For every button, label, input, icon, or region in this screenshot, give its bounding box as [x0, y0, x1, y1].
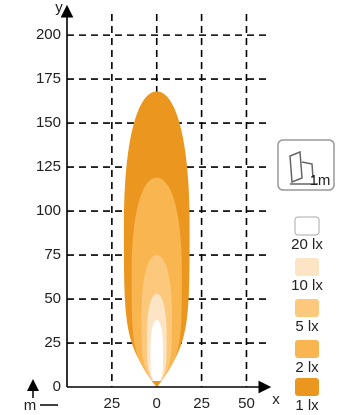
legend-label: 1 lx — [295, 397, 319, 414]
legend-swatch — [295, 378, 319, 396]
y-tick-label: 200 — [36, 26, 61, 43]
legend-label: 5 lx — [295, 318, 319, 335]
legend-label: 10 lx — [291, 277, 323, 294]
y-tick-label: 100 — [36, 202, 61, 219]
y-axis-label: y — [55, 0, 63, 16]
unit-label: m — [24, 397, 37, 414]
y-tick-label: 75 — [44, 246, 61, 263]
legend-label: 20 lx — [291, 236, 323, 253]
isolux-contour — [150, 320, 164, 387]
isolux-shapes — [123, 91, 190, 387]
icon-label: 1m — [310, 172, 331, 189]
y-tick-label: 0 — [53, 378, 61, 395]
x-tick-label: 50 — [238, 395, 255, 412]
y-tick-label: 25 — [44, 334, 61, 351]
y-tick-label: 50 — [44, 290, 61, 307]
x-tick-label: 25 — [193, 395, 210, 412]
legend-swatch — [295, 340, 319, 358]
y-tick-label: 125 — [36, 158, 61, 175]
x-axis-label: x — [272, 391, 280, 408]
lamp-icon — [289, 150, 318, 185]
legend-swatch — [295, 258, 319, 276]
x-tick-label: 25 — [104, 395, 121, 412]
legend-label: 2 lx — [295, 359, 319, 376]
unit-arrows — [33, 382, 58, 406]
y-tick-label: 175 — [36, 70, 61, 87]
y-tick-label: 150 — [36, 114, 61, 131]
legend-swatch — [295, 299, 319, 317]
legend-swatch — [294, 216, 320, 236]
x-tick-label: 0 — [153, 395, 161, 412]
origin-marker — [151, 381, 162, 387]
